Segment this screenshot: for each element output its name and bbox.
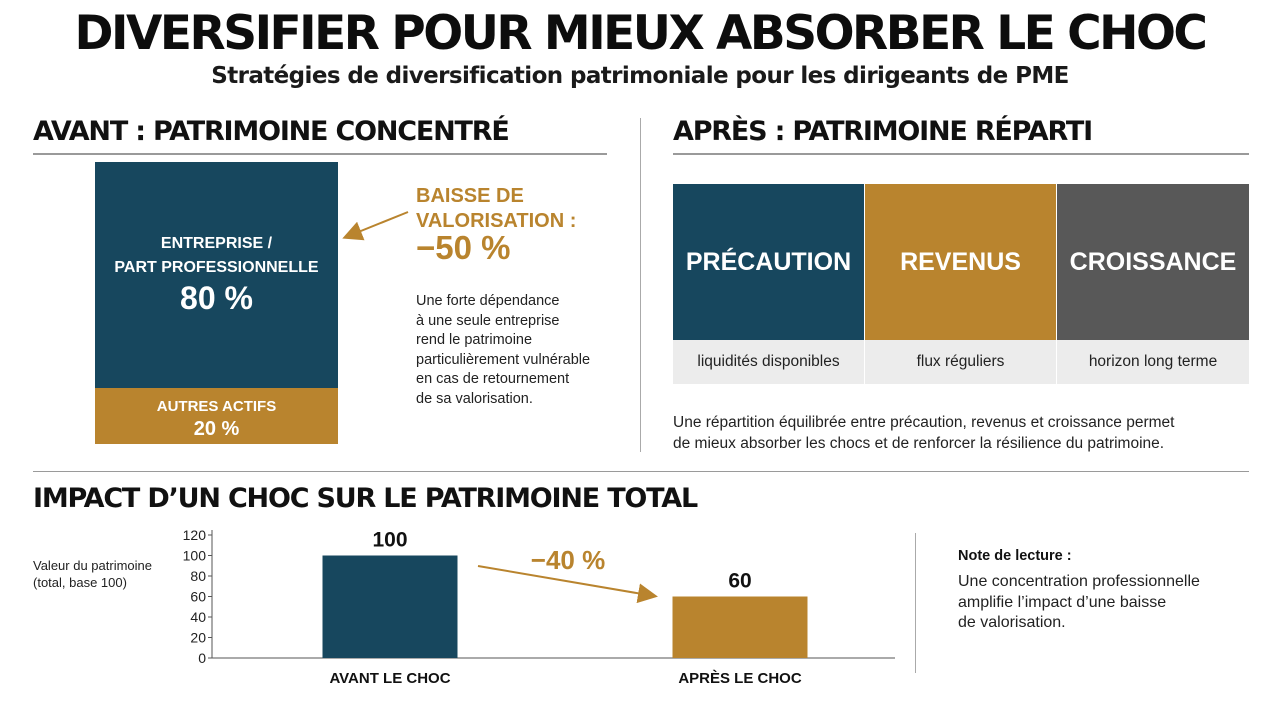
business-share-label: ENTREPRISE / PART PROFESSIONNELLE	[95, 232, 338, 280]
impact-top-rule	[33, 471, 1249, 472]
chart-bar	[322, 555, 458, 658]
before-description: Une forte dépendance à une seule entrepr…	[416, 292, 616, 409]
after-section-title: APRÈS : PATRIMOINE RÉPARTI	[673, 116, 1093, 147]
chart-y-tick-label: 20	[190, 630, 206, 646]
page-subtitle: Stratégies de diversification patrimonia…	[211, 63, 1069, 89]
chart-category-label: AVANT LE CHOC	[329, 670, 450, 687]
reading-note-line: Une concentration professionnelle	[958, 573, 1200, 590]
before-description-line: rend le patrimoine	[416, 332, 533, 348]
business-share-value: 80 %	[180, 280, 253, 316]
allocation-growth-caption: horizon long terme	[1057, 340, 1249, 384]
business-share-block: ENTREPRISE / PART PROFESSIONNELLE 80 %	[95, 162, 338, 388]
reading-note-text: Une concentration professionnelle amplif…	[958, 572, 1258, 634]
before-description-line: particulièrement vulnérable	[416, 351, 591, 368]
reading-note-line: amplifie l’impact d’une baisse	[958, 593, 1167, 611]
valuation-drop-label: BAISSE DE VALORISATION :	[416, 184, 576, 234]
allocation-income-caption: flux réguliers	[865, 340, 1056, 384]
impact-section-title: IMPACT D’UN CHOC SUR LE PATRIMOINE TOTAL	[33, 483, 698, 514]
before-description-line: à une seule entreprise	[416, 312, 560, 329]
before-description-line: Une forte dépendance	[416, 293, 560, 309]
chart-y-tick-label: 80	[190, 568, 206, 584]
page-title: DIVERSIFIER POUR MIEUX ABSORBER LE CHOC	[74, 6, 1208, 61]
chart-value-label: 60	[728, 570, 751, 593]
chart-y-tick-label: 60	[190, 589, 206, 605]
after-title-rule	[673, 153, 1249, 155]
chart-change-label: −40 %	[531, 545, 605, 575]
allocation-precaution-caption: liquidités disponibles	[673, 340, 864, 384]
chart-value-label: 100	[372, 529, 407, 552]
chart-change-arrow	[477, 565, 658, 604]
business-share-label-line2: PART PROFESSIONNELLE	[114, 259, 319, 276]
reading-note-line: de valorisation.	[958, 614, 1066, 631]
after-description: Une répartition équilibrée entre précaut…	[673, 412, 1253, 454]
chart-y-tick-label: 100	[183, 548, 207, 564]
before-title-rule	[33, 153, 607, 155]
chart-bar	[672, 596, 808, 658]
chart-y-axis-label-line1: Valeur du patrimoine	[33, 558, 152, 573]
chart-y-axis-label: Valeur du patrimoine (total, base 100)	[33, 557, 152, 591]
other-assets-block: AUTRES ACTIFS 20 %	[95, 388, 338, 444]
chart-y-tick-label: 0	[198, 650, 206, 666]
impact-bar-chart: 0 20 40 60 80 100 120 100 AVANT LE CHOC 60 APRÈS …	[183, 527, 895, 687]
other-assets-label: AUTRES ACTIFS	[156, 398, 277, 415]
other-assets-value: 20 %	[193, 418, 240, 440]
business-share-label-line1: ENTREPRISE /	[160, 235, 273, 252]
section-separator	[640, 118, 641, 452]
chart-y-tick-label: 40	[190, 609, 206, 625]
chart-bars: 100 AVANT LE CHOC 60 APRÈS LE CHOC −40 %	[322, 529, 808, 687]
note-separator	[915, 533, 916, 673]
reading-note-title: Note de lecture :	[958, 548, 1072, 564]
before-description-line: de sa valorisation.	[416, 390, 533, 407]
allocation-precaution-block: PRÉCAUTION	[673, 184, 864, 340]
chart-category-label: APRÈS LE CHOC	[678, 670, 802, 687]
valuation-drop-label-line2: VALORISATION :	[416, 210, 577, 232]
after-description-line: Une répartition équilibrée entre précaut…	[673, 414, 1175, 431]
before-description-line: en cas de retournement	[416, 371, 570, 387]
after-description-line: de mieux absorber les chocs et de renfor…	[673, 435, 1165, 452]
valuation-drop-value: −50 %	[416, 229, 511, 266]
chart-y-axis-label-line2: (total, base 100)	[33, 575, 127, 590]
allocation-income-block: REVENUS	[865, 184, 1056, 340]
before-section-title: AVANT : PATRIMOINE CONCENTRÉ	[33, 116, 510, 147]
valuation-drop-label-line1: BAISSE DE	[416, 185, 524, 207]
allocation-growth-block: CROISSANCE	[1057, 184, 1249, 340]
chart-y-tick-label: 120	[183, 527, 207, 543]
